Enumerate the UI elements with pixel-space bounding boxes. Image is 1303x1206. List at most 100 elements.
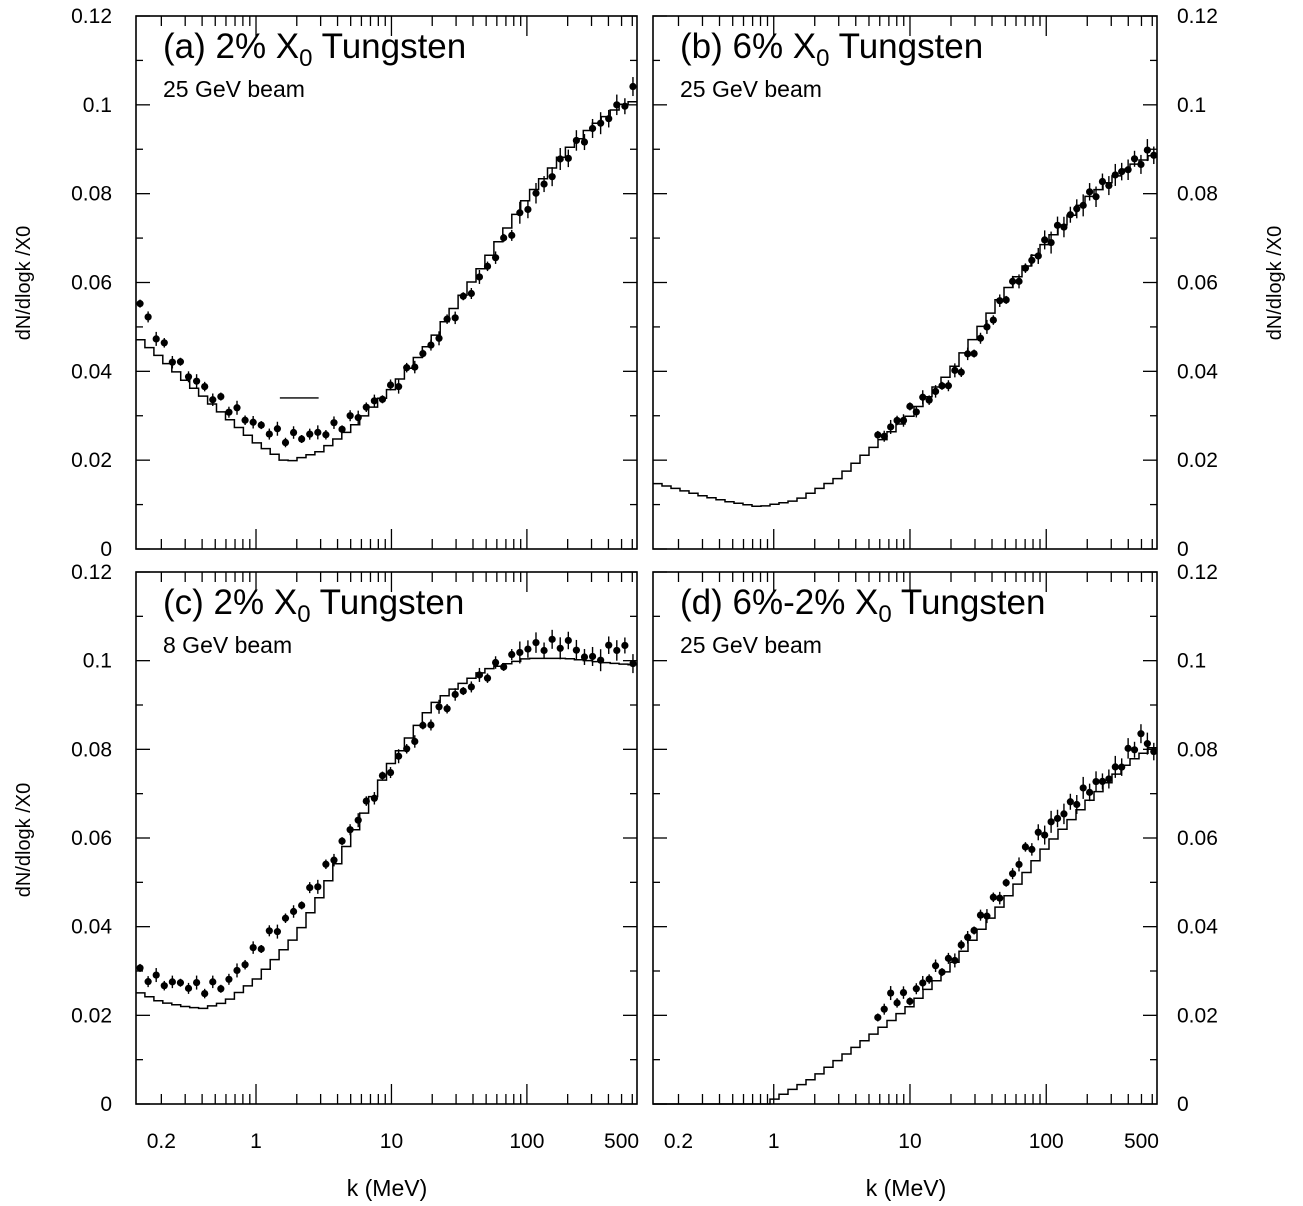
data-point bbox=[893, 999, 901, 1007]
x-tick-label: 10 bbox=[380, 1130, 403, 1153]
y-tick-label: 0.08 bbox=[1177, 183, 1218, 206]
data-point bbox=[1143, 146, 1151, 154]
data-point bbox=[1034, 252, 1042, 260]
data-point bbox=[273, 425, 282, 433]
data-point bbox=[532, 189, 540, 197]
data-point bbox=[906, 402, 914, 410]
data-point bbox=[257, 945, 265, 953]
data-point bbox=[1034, 828, 1042, 836]
data-point bbox=[1028, 256, 1036, 264]
data-point bbox=[1092, 193, 1100, 201]
data-point bbox=[629, 82, 637, 91]
y-tick-label: 0 bbox=[100, 538, 112, 561]
data-point bbox=[957, 368, 965, 376]
data-point bbox=[249, 418, 257, 426]
data-point bbox=[362, 797, 370, 805]
data-point bbox=[273, 928, 282, 936]
data-point bbox=[588, 124, 597, 133]
data-point bbox=[1041, 236, 1049, 244]
data-point bbox=[168, 358, 176, 366]
data-point bbox=[964, 933, 972, 941]
y-tick-label: 0.08 bbox=[71, 738, 112, 761]
data-point bbox=[314, 428, 322, 436]
data-point bbox=[605, 641, 613, 649]
data-point bbox=[241, 416, 249, 424]
data-point bbox=[395, 383, 403, 391]
data-point bbox=[451, 690, 459, 699]
data-point bbox=[1130, 746, 1139, 754]
panel-title-suffix: Tungsten bbox=[892, 583, 1046, 622]
data-point bbox=[508, 650, 516, 659]
data-point bbox=[919, 979, 927, 987]
y-tick-label: 0.1 bbox=[83, 650, 112, 673]
data-point bbox=[874, 431, 882, 439]
data-point bbox=[176, 979, 185, 987]
data-point bbox=[281, 438, 290, 447]
data-point bbox=[152, 971, 160, 979]
data-point bbox=[1015, 860, 1023, 869]
data-point bbox=[419, 721, 427, 729]
data-point bbox=[887, 423, 895, 431]
data-point bbox=[1073, 205, 1081, 213]
x-tick-label: 1 bbox=[250, 1130, 262, 1153]
x-axis-title-right: k (MeV) bbox=[866, 1175, 947, 1201]
data-point bbox=[1079, 201, 1087, 209]
data-point bbox=[160, 339, 168, 347]
data-point bbox=[144, 978, 152, 986]
data-point bbox=[605, 115, 613, 123]
data-point bbox=[548, 173, 556, 181]
data-point bbox=[459, 292, 467, 300]
data-point bbox=[976, 334, 985, 342]
y-tick-label: 0.12 bbox=[71, 5, 112, 28]
x-tick-label: 500 bbox=[1124, 1130, 1159, 1153]
y-tick-label: 0.04 bbox=[71, 360, 112, 383]
data-point bbox=[1098, 177, 1107, 186]
data-point bbox=[516, 648, 524, 657]
data-point bbox=[491, 254, 500, 262]
panel-d: 0 0.02 0.04 0.06 0.08 0.1 0.12 0.2 1 10 100 500 (d) … bbox=[652, 561, 1218, 1153]
data-point bbox=[249, 943, 257, 952]
data-point bbox=[556, 644, 564, 652]
data-point bbox=[483, 262, 492, 270]
data-point bbox=[411, 363, 419, 371]
data-point bbox=[874, 1013, 882, 1022]
panel-title-suffix: Tungsten bbox=[311, 583, 465, 622]
data-point bbox=[354, 414, 362, 422]
data-point bbox=[386, 381, 395, 389]
panel-title: (c) 2% X0 Tungsten bbox=[163, 583, 464, 628]
y-tick-label: 0.02 bbox=[1177, 449, 1218, 472]
x-axis-title-left: k (MeV) bbox=[347, 1175, 428, 1201]
y-tick-label: 0.06 bbox=[71, 827, 112, 850]
data-point bbox=[467, 683, 475, 691]
panel-title-subscript: 0 bbox=[299, 45, 312, 72]
panel-subtitle: 25 GeV beam bbox=[680, 76, 822, 102]
data-point bbox=[362, 403, 370, 411]
data-point bbox=[483, 674, 492, 682]
data-point bbox=[613, 101, 621, 109]
data-point bbox=[176, 358, 185, 366]
data-point bbox=[419, 349, 427, 358]
data-point bbox=[1021, 264, 1030, 272]
panel-title: (d) 6%-2% X0 Tungsten bbox=[680, 583, 1046, 628]
panel-title: (a) 2% X0 Tungsten bbox=[163, 27, 466, 72]
data-point bbox=[330, 419, 338, 427]
x-tick-label: 100 bbox=[1029, 1130, 1064, 1153]
data-point bbox=[564, 154, 572, 162]
data-point bbox=[184, 984, 193, 992]
data-point bbox=[880, 1005, 888, 1013]
y-tick-label: 0.02 bbox=[71, 1004, 112, 1027]
data-point bbox=[427, 721, 435, 729]
data-point bbox=[1150, 151, 1158, 159]
data-point bbox=[427, 341, 435, 349]
y-tick-label: 0.02 bbox=[71, 449, 112, 472]
data-point bbox=[217, 392, 225, 401]
data-point bbox=[1150, 747, 1158, 756]
data-point bbox=[1092, 777, 1100, 786]
data-point bbox=[548, 635, 556, 643]
data-point bbox=[1143, 740, 1151, 748]
data-point bbox=[1137, 160, 1145, 169]
data-point bbox=[411, 737, 419, 746]
data-point bbox=[899, 988, 908, 997]
y-axis-title-left-top: dN/dlogk /X0 bbox=[13, 226, 35, 341]
data-point bbox=[160, 982, 168, 990]
